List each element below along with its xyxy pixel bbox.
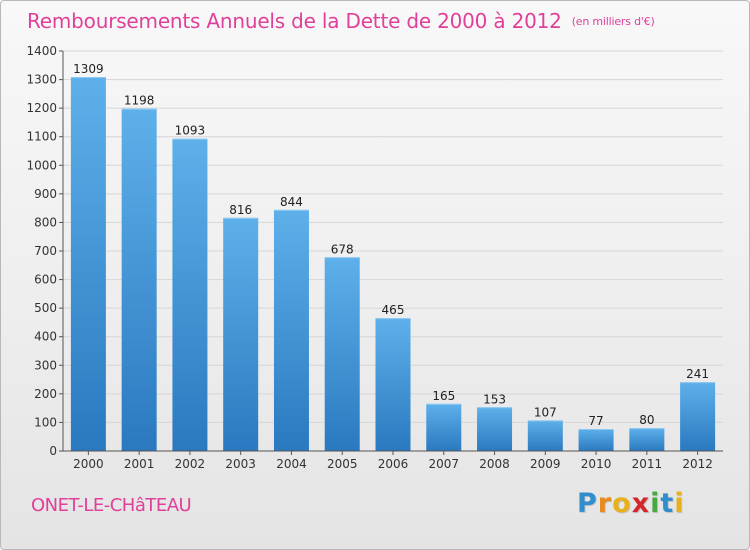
- data-label: 844: [280, 195, 303, 209]
- y-tick-label: 1000: [26, 158, 57, 172]
- bar-2005: [324, 257, 360, 451]
- data-label: 80: [639, 413, 654, 427]
- data-label: 1198: [124, 94, 155, 108]
- x-tick-label: 2009: [530, 457, 561, 471]
- x-axis: 2000 2001 2002 2003 2004 2005 2006 2007 2008 2009…: [63, 450, 723, 471]
- y-tick-label: 800: [34, 215, 57, 229]
- y-tick-label: 500: [34, 301, 57, 315]
- y-tick-label: 1100: [26, 130, 57, 144]
- data-label: 465: [382, 303, 405, 317]
- y-tick-label: 1300: [26, 73, 57, 87]
- logo-letter: i: [650, 488, 661, 519]
- bar-2003: [223, 217, 259, 451]
- bar-2007: [426, 403, 462, 451]
- bar-2000: [70, 77, 106, 451]
- data-label: 678: [331, 242, 354, 256]
- y-tick-label: 200: [34, 387, 57, 401]
- bar-2009: [527, 420, 563, 451]
- y-tick-label: 100: [34, 415, 57, 429]
- x-tick-label: 2007: [428, 457, 459, 471]
- bar-2002: [172, 138, 208, 451]
- x-tick-label: 2001: [124, 457, 155, 471]
- bar-2006: [375, 318, 411, 451]
- logo-letter: o: [612, 488, 632, 519]
- data-label: 165: [432, 389, 455, 403]
- x-tick-label: 2010: [581, 457, 612, 471]
- bar-2011: [629, 428, 665, 451]
- data-label: 107: [534, 405, 557, 419]
- bar-2001: [121, 108, 157, 451]
- y-tick-label: 600: [34, 273, 57, 287]
- chart-title-text: Remboursements Annuels de la Dette de 20…: [27, 9, 562, 33]
- x-tick-label: 2000: [73, 457, 104, 471]
- y-axis: 0 100 200 300 400 500 600 700 800 900 1000 1100 1200…: [26, 44, 64, 458]
- logo-letter: r: [597, 488, 613, 519]
- proxiti-logo: Proxiti: [577, 488, 685, 519]
- y-tick-label: 1400: [26, 44, 57, 58]
- x-tick-label: 2008: [479, 457, 510, 471]
- x-tick-label: 2011: [632, 457, 663, 471]
- x-tick-label: 2002: [175, 457, 206, 471]
- x-tick-label: 2005: [327, 457, 358, 471]
- data-label: 241: [686, 367, 709, 381]
- data-label: 153: [483, 392, 506, 406]
- logo-letter: x: [631, 488, 651, 519]
- bar-2012: [680, 382, 716, 451]
- chart-title: Remboursements Annuels de la Dette de 20…: [27, 9, 655, 33]
- commune-name: ONET-LE-CHâTEAU: [31, 495, 192, 516]
- unit-note: (en milliers d'€): [571, 15, 655, 28]
- bar-chart: 0 100 200 300 400 500 600 700 800 900 1000 1100 1200…: [26, 44, 723, 471]
- data-label: 1093: [175, 124, 206, 138]
- logo-letter: i: [674, 488, 685, 519]
- y-tick-label: 1200: [26, 101, 57, 115]
- logo-letter: t: [660, 488, 675, 519]
- data-label: 1309: [73, 62, 104, 76]
- y-tick-label: 400: [34, 330, 57, 344]
- bar-2010: [578, 429, 614, 451]
- x-tick-label: 2006: [378, 457, 409, 471]
- y-tick-label: 900: [34, 187, 57, 201]
- y-tick-label: 0: [49, 444, 57, 458]
- bars: 1309 1198 1093 816 844 678 465 165 153 107 77 80 241: [70, 62, 716, 451]
- y-tick-label: 700: [34, 244, 57, 258]
- bar-2008: [477, 407, 513, 451]
- bar-2004: [273, 209, 309, 451]
- y-tick-label: 300: [34, 358, 57, 372]
- data-label: 77: [588, 414, 603, 428]
- x-tick-label: 2012: [682, 457, 713, 471]
- x-tick-label: 2004: [276, 457, 307, 471]
- x-tick-label: 2003: [225, 457, 256, 471]
- data-label: 816: [229, 203, 252, 217]
- logo-letter: P: [577, 488, 598, 519]
